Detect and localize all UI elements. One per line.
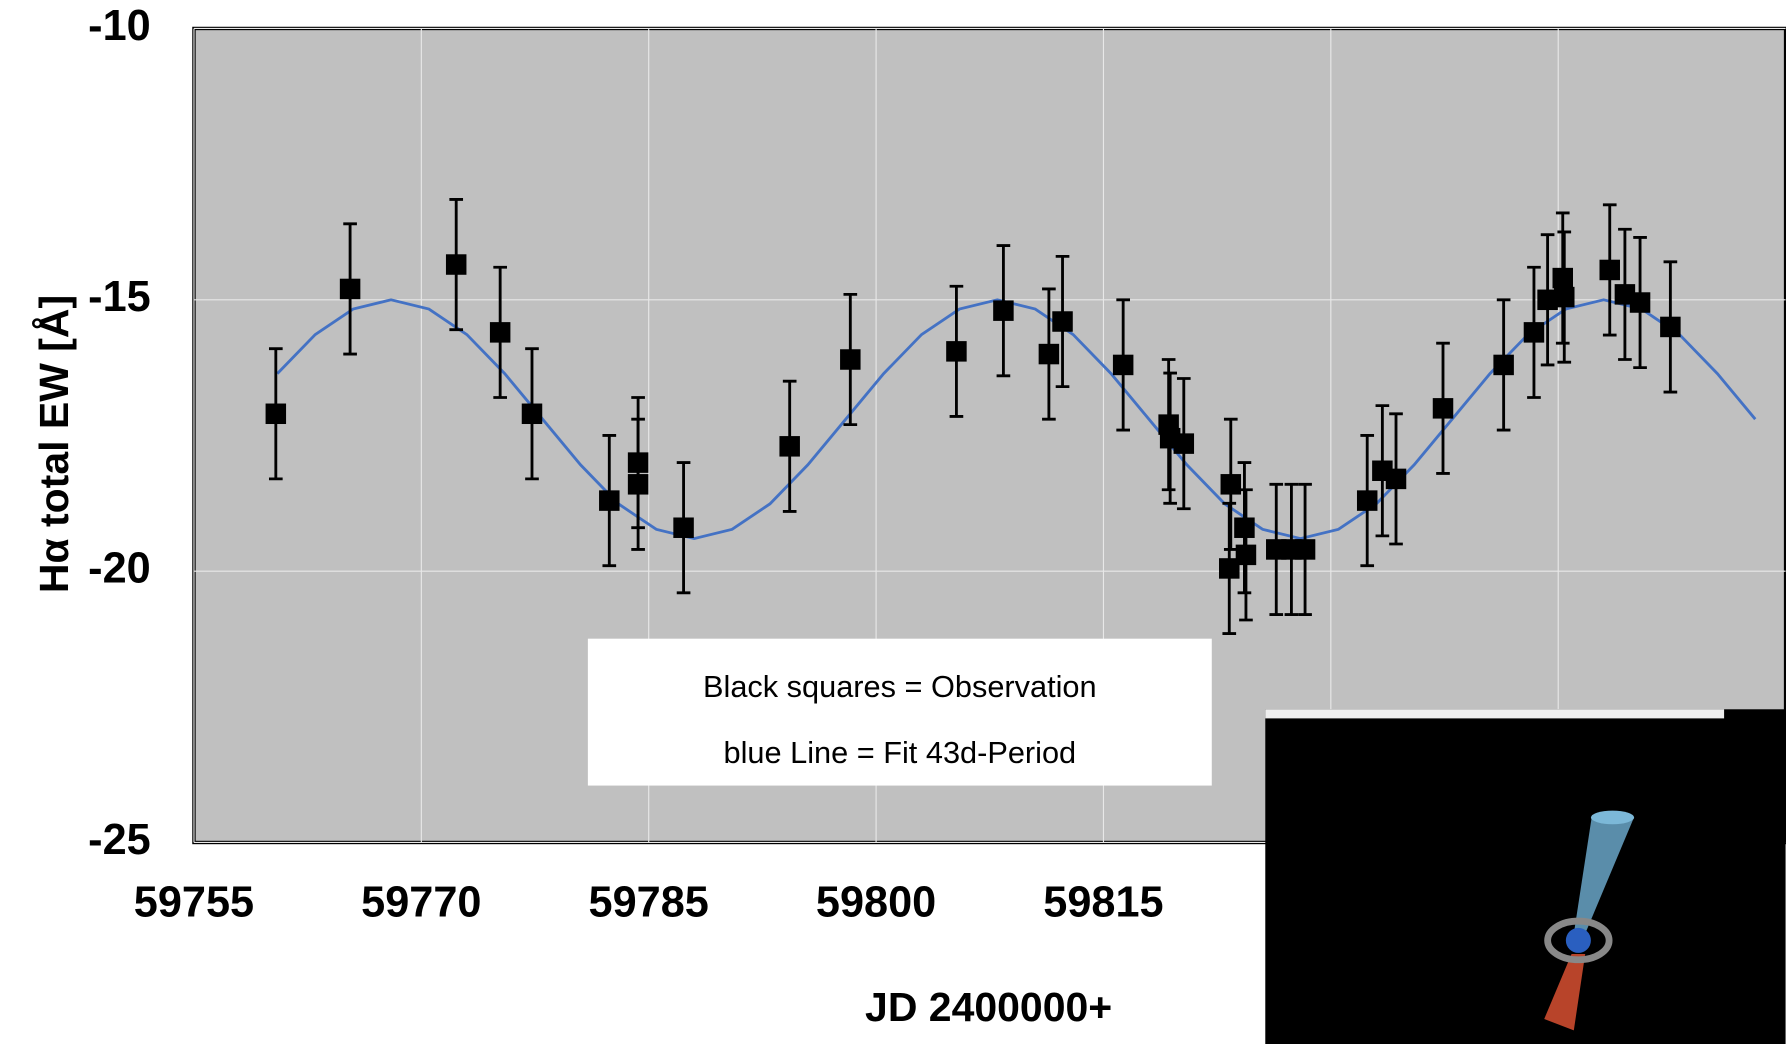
cone-top [1590,810,1635,825]
ring [1544,917,1613,964]
x-axis-label: JD 2400000+ [865,984,1112,1030]
data-point [1599,259,1620,281]
data-point [1294,539,1316,560]
annotation-box [587,638,1212,786]
data-point [1385,468,1407,490]
data-point [445,254,467,275]
data-point [840,349,861,370]
data-point [1493,354,1514,376]
data-point [1234,517,1255,538]
data-point [1220,474,1242,495]
x-tick-label: 59815 [1043,879,1163,927]
data-point [673,517,694,538]
star [1565,927,1591,953]
overlay-window [1265,709,1786,1044]
video-overlay [1265,709,1786,1044]
data-point [993,300,1014,321]
data-point [1552,267,1574,289]
x-tick-label: 59785 [589,879,709,927]
data-point [339,278,361,300]
annotation: Black squares = Observation [703,669,1097,704]
cone [1573,815,1634,934]
data-point [946,341,967,362]
x-tick-label: 59755 [134,879,254,927]
cone-lower [1544,954,1586,1031]
data-point [1052,311,1073,332]
data-point [599,490,620,511]
overlay-titlebar [1265,709,1725,719]
data-point [1112,354,1134,376]
data-point [1173,433,1195,454]
data-point [521,403,543,425]
x-tick-label: 59800 [816,879,936,927]
data-point [1554,286,1575,308]
data-point [779,436,800,457]
data-point [1432,398,1454,419]
data-point [1523,322,1545,343]
data-point [1219,558,1240,579]
data-point [1235,544,1257,566]
annotation: blue Line = Fit 43d-Period [724,735,1077,770]
y-tick-label: -10 [88,2,151,50]
x-tick-label: 59770 [361,879,481,927]
data-point [1660,316,1681,338]
y-tick-label: -25 [88,816,151,864]
data-point [1038,343,1060,365]
data-point [265,403,287,425]
data-point [1356,490,1378,511]
y-axis-label: Hα total EW [Å] [31,295,77,593]
fit-line [276,298,1757,541]
data-point [1537,289,1558,311]
y-tick-label: -20 [88,545,151,593]
data-point [489,322,511,343]
data-point [1629,292,1651,313]
y-tick-label: -15 [88,273,151,321]
data-point [627,474,649,495]
